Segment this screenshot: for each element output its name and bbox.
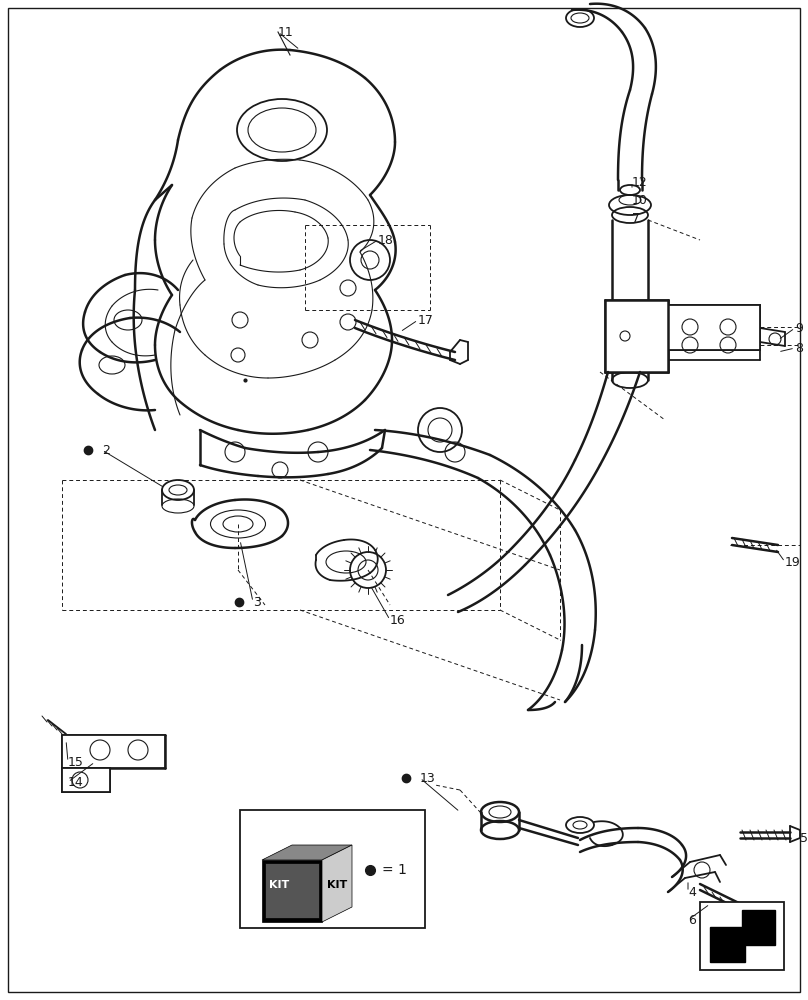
Text: 10: 10: [632, 194, 648, 207]
Text: 14: 14: [68, 776, 84, 788]
Text: 12: 12: [632, 176, 648, 188]
Text: 3: 3: [253, 595, 261, 608]
Polygon shape: [658, 305, 760, 350]
Text: 18: 18: [378, 233, 393, 246]
Polygon shape: [610, 305, 660, 365]
Text: KIT: KIT: [327, 880, 347, 890]
Text: 17: 17: [418, 314, 434, 326]
Text: 11: 11: [278, 25, 294, 38]
Text: 13: 13: [420, 772, 436, 784]
Text: 4: 4: [688, 886, 696, 898]
Polygon shape: [62, 768, 110, 792]
Text: 6: 6: [688, 914, 696, 926]
Text: KIT: KIT: [269, 880, 289, 890]
Text: 2: 2: [102, 444, 110, 456]
Text: 19: 19: [785, 556, 801, 568]
Polygon shape: [262, 845, 352, 860]
Polygon shape: [322, 845, 352, 922]
Bar: [265, 863, 319, 918]
Text: 9: 9: [795, 322, 803, 334]
Polygon shape: [605, 300, 668, 372]
Text: 5: 5: [800, 832, 808, 844]
Text: 15: 15: [68, 756, 84, 768]
Text: 8: 8: [795, 342, 803, 355]
Polygon shape: [262, 860, 322, 922]
Polygon shape: [710, 910, 775, 962]
Bar: [700, 902, 784, 970]
Text: = 1: = 1: [382, 863, 407, 877]
Bar: [240, 810, 425, 928]
Polygon shape: [62, 735, 165, 768]
Text: 16: 16: [390, 613, 406, 626]
Text: 7: 7: [632, 212, 640, 225]
